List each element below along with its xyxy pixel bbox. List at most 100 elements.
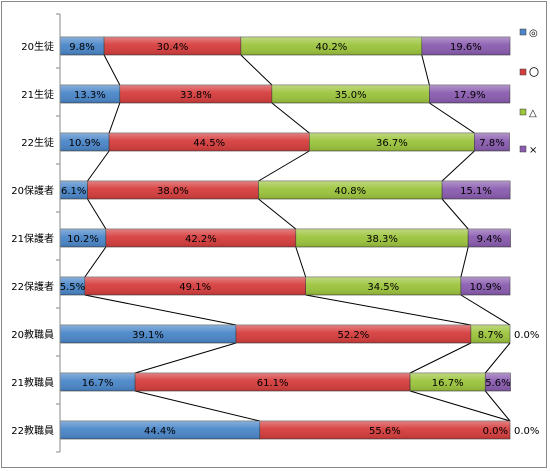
data-label: 38.0%	[157, 186, 189, 197]
bar-segment-highlight	[60, 421, 260, 439]
series-connector-line	[460, 294, 511, 326]
series-connector-line	[258, 150, 310, 182]
data-label: 40.2%	[316, 42, 348, 53]
data-label: 38.3%	[366, 234, 398, 245]
data-label: 0.0%	[514, 426, 539, 437]
bar-segment-highlight	[421, 37, 510, 55]
legend-label: ×	[529, 145, 537, 156]
data-label: 16.7%	[432, 378, 464, 389]
data-label: 5.5%	[60, 282, 85, 293]
legend-label: ◎	[529, 28, 538, 39]
series-connector-line	[409, 390, 511, 422]
series-connector-line	[460, 246, 469, 278]
data-label: 6.1%	[61, 186, 86, 197]
series-connector-line	[421, 54, 430, 86]
data-label: 42.2%	[185, 234, 217, 245]
data-label: 34.5%	[367, 282, 399, 293]
legend-label: 〇	[529, 67, 539, 79]
bar-segment-highlight	[442, 181, 511, 199]
legend-swatch	[519, 145, 527, 153]
y-tick-label: 21教職員	[11, 376, 54, 389]
series-connector-line	[484, 342, 511, 374]
data-label: 9.4%	[477, 234, 502, 245]
y-tick-label: 21生徒	[21, 88, 54, 101]
series-connector-line	[134, 342, 237, 374]
data-label: 13.3%	[74, 90, 106, 101]
y-tick-label: 21保護者	[11, 232, 54, 245]
series-connector-line	[103, 54, 121, 86]
series-connector-line	[87, 150, 110, 182]
legend-swatch	[519, 68, 527, 76]
legend-swatch	[519, 108, 527, 116]
data-label: 0.0%	[514, 330, 539, 341]
series-connector-line	[441, 150, 475, 182]
data-label: 16.7%	[82, 378, 114, 389]
data-label: 0.0%	[483, 426, 508, 437]
bar-segment-highlight	[240, 37, 422, 55]
data-label: 10.9%	[69, 138, 101, 149]
bar-segment-highlight	[135, 373, 410, 391]
bar-segment-highlight	[60, 325, 236, 343]
bar-segment-highlight	[410, 373, 486, 391]
data-label: 10.2%	[67, 234, 99, 245]
data-label: 5.6%	[485, 378, 510, 389]
bar-segment-highlight	[60, 181, 88, 199]
legend: ◎ 〇 △ ×	[519, 28, 539, 156]
series-connector-line	[429, 102, 475, 134]
series-connector-line	[240, 54, 273, 86]
data-label: 8.7%	[478, 330, 503, 341]
y-tick-label: 22教職員	[11, 424, 54, 437]
series-connector-line	[441, 198, 469, 230]
series-connector-line	[271, 102, 310, 134]
series-connector-lines	[84, 54, 511, 422]
bar-segment-highlight	[60, 85, 120, 103]
bar-segment-highlight	[87, 181, 259, 199]
y-axis: 20生徒 21生徒 22生徒 20保護者 21保護者 22保護者 20教職員 21教職員 22教…	[11, 13, 61, 453]
bar-segment-highlight	[429, 85, 510, 103]
data-label: 7.8%	[479, 138, 504, 149]
data-label: 55.6%	[369, 426, 401, 437]
data-label: 19.6%	[450, 42, 482, 53]
bar-segment-highlight	[460, 277, 510, 295]
data-label: 52.2%	[338, 330, 370, 341]
bar-segment-highlight	[60, 277, 85, 295]
bar-segment-highlight	[258, 181, 443, 199]
bar-segment-highlight	[60, 373, 136, 391]
bar-segment-highlight	[60, 37, 105, 55]
legend-label: △	[529, 108, 537, 119]
bar-segment-highlight	[236, 325, 471, 343]
bar-segment-highlight	[468, 229, 511, 247]
series-connector-line	[295, 246, 307, 278]
data-label: 35.0%	[335, 90, 367, 101]
data-label: 9.8%	[69, 42, 94, 53]
bar-segment-highlight	[271, 85, 430, 103]
data-label: 33.8%	[180, 90, 212, 101]
bar-segment-highlight	[309, 133, 475, 151]
data-label: 49.1%	[179, 282, 211, 293]
data-label: 40.8%	[334, 186, 366, 197]
data-label: 61.1%	[257, 378, 289, 389]
data-label: 39.1%	[132, 330, 164, 341]
series-connector-line	[258, 198, 297, 230]
y-tick-label: 20保護者	[11, 184, 54, 197]
bar-segment-highlight	[474, 133, 510, 151]
bar-segments: 9.8% 30.4% 40.2% 19.6% 13.3% 33.8% 35.0% 17.9% 1…	[60, 36, 539, 440]
bar-segment-highlight	[104, 37, 241, 55]
data-label: 15.1%	[460, 186, 492, 197]
bar-segment-highlight	[485, 373, 511, 391]
data-label: 30.4%	[157, 42, 189, 53]
series-connector-line	[305, 294, 471, 326]
y-tick-label: 20教職員	[11, 328, 54, 341]
y-tick-label: 22生徒	[21, 136, 54, 149]
y-tick-label: 20生徒	[21, 40, 54, 53]
data-label: 10.9%	[470, 282, 502, 293]
y-tick-label: 22保護者	[11, 280, 54, 293]
series-connector-line	[134, 390, 260, 422]
data-label: 44.5%	[193, 138, 225, 149]
bar-segment-highlight	[60, 133, 110, 151]
series-connector-line	[84, 246, 107, 278]
data-label: 36.7%	[376, 138, 408, 149]
bar-segment-highlight	[470, 325, 510, 343]
